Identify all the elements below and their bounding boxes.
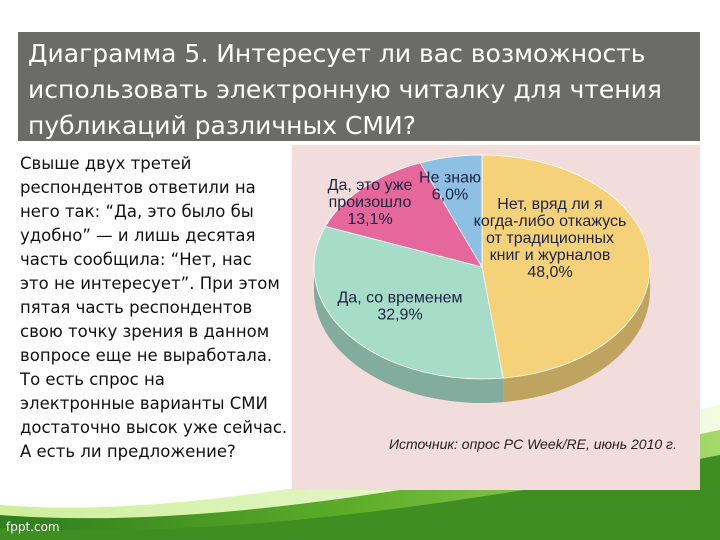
pie-side-0 xyxy=(503,267,650,403)
slide-title: Диаграмма 5. Интересует ли вас возможнос… xyxy=(28,39,662,140)
chart-source: Источник: опрос PC Week/RE, июнь 2010 г. xyxy=(389,436,677,452)
slice-label-0: Нет, вряд ли я когда-либо откажусь от трад… xyxy=(474,196,627,281)
pie-slice-0 xyxy=(481,154,651,379)
pie-slice-1 xyxy=(313,225,504,380)
slice-label-1: Да, со временем 32,9% xyxy=(337,290,462,324)
slice-label-2: Да, это уже произошло 13,1% xyxy=(328,177,413,228)
pie-side-1 xyxy=(314,267,504,403)
chart-panel: Нет, вряд ли я когда-либо откажусь от трад… xyxy=(292,145,700,490)
pie-chart: Нет, вряд ли я когда-либо откажусь от трад… xyxy=(313,154,651,403)
title-bar xyxy=(18,32,700,141)
pie-slice-3 xyxy=(419,154,483,269)
logo: fppt.com xyxy=(6,520,60,534)
body-text: Свыше двух третей респондентов ответили … xyxy=(20,154,288,461)
slice-label-3: Не знаю 6,0% xyxy=(419,170,481,204)
pie-slice-2 xyxy=(324,162,483,268)
